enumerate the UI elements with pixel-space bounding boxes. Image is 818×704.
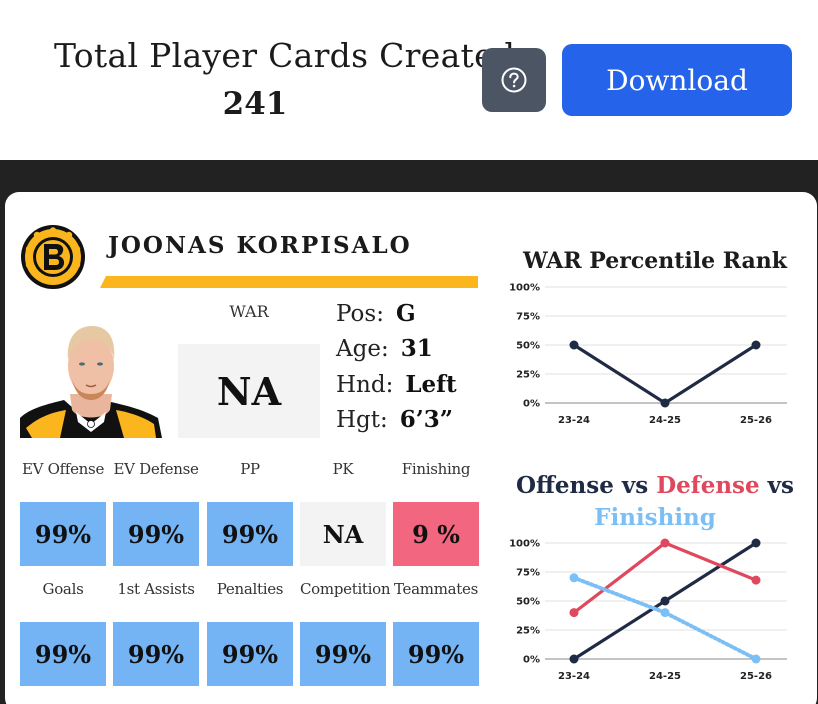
bio-value: 31	[400, 335, 433, 362]
bruins-logo-icon	[21, 225, 85, 289]
stat-label-first-assists: 1st Assists	[117, 580, 195, 598]
stat-value-first-assists: 99%	[113, 622, 199, 686]
stat-label-ev-offense: EV Offense	[21, 460, 105, 478]
data-point	[751, 654, 761, 664]
player-card: JOONAS KORPISALO WAR NA Pos: G Age: 31 Hnd…	[5, 192, 817, 704]
total-cards-label: Total Player Cards Created:	[54, 36, 527, 75]
bio-height: Hgt: 6’3”	[336, 406, 453, 433]
y-tick-label: 25%	[516, 626, 540, 637]
y-tick-label: 0%	[523, 655, 540, 666]
data-point	[751, 575, 761, 585]
bio-age: Age: 31	[336, 335, 433, 362]
x-tick-label: 25-26	[740, 671, 772, 682]
war-value: NA	[178, 344, 320, 438]
war-label: WAR	[229, 302, 269, 321]
download-button[interactable]: Download	[562, 44, 792, 116]
title-offense: Offense	[516, 472, 614, 499]
x-tick-label: 24-25	[649, 415, 681, 426]
bio-value: 6’3”	[399, 406, 454, 433]
help-button[interactable]	[482, 48, 546, 112]
stat-label-teammates: Teammates	[394, 580, 478, 598]
bio-handedness: Hnd: Left	[336, 371, 457, 398]
y-tick-label: 75%	[516, 312, 540, 323]
bio-value: Left	[405, 371, 457, 398]
data-point	[569, 340, 579, 350]
stat-label-competition: Competition	[300, 580, 391, 598]
stat-label-goals: Goals	[42, 580, 84, 598]
y-tick-label: 50%	[516, 341, 540, 352]
stat-value-ev-offense: 99%	[20, 502, 106, 566]
bio-key: Hnd:	[336, 372, 394, 398]
data-point	[569, 573, 579, 583]
total-cards-count: 241	[222, 86, 288, 122]
bio-position: Pos: G	[336, 300, 416, 327]
x-tick-label: 23-24	[558, 415, 590, 426]
offense-defense-finishing-chart: 0% 25% 50% 75% 100% 23-24 24-25 25-26	[509, 538, 787, 682]
header-bar: Total Player Cards Created: 241 Download	[0, 0, 818, 160]
title-vs-1: vs	[621, 472, 649, 499]
stat-value-teammates: 99%	[393, 622, 479, 686]
data-point	[751, 538, 761, 548]
bio-key: Pos:	[336, 301, 384, 327]
stat-value-pp: 99%	[207, 502, 293, 566]
stat-value-ev-defense: 99%	[113, 502, 199, 566]
data-point	[751, 340, 761, 350]
x-tick-label: 24-25	[649, 671, 681, 682]
war-chart-title: WAR Percentile Rank	[522, 248, 788, 274]
data-point	[569, 608, 579, 618]
stat-value-competition: 99%	[300, 622, 386, 686]
title-vs-2: vs	[767, 472, 794, 499]
y-tick-label: 100%	[509, 539, 540, 550]
title-finishing: Finishing	[594, 504, 716, 531]
player-headshot	[20, 326, 162, 438]
data-point	[660, 596, 670, 606]
y-tick-label: 75%	[516, 568, 540, 579]
stat-value-goals: 99%	[20, 622, 106, 686]
data-point	[660, 398, 670, 408]
stat-label-penalties: Penalties	[216, 580, 284, 598]
stat-label-pp: PP	[240, 460, 260, 478]
name-underline-bar	[100, 276, 478, 288]
player-name: JOONAS KORPISALO	[108, 232, 412, 259]
x-tick-label: 23-24	[558, 671, 590, 682]
x-tick-label: 25-26	[740, 415, 772, 426]
stat-label-ev-defense: EV Defense	[113, 460, 199, 478]
bio-key: Hgt:	[336, 407, 388, 433]
stat-value-finishing: 9 %	[393, 502, 479, 566]
y-tick-label: 100%	[509, 283, 540, 294]
y-tick-label: 0%	[523, 399, 540, 410]
stat-label-finishing: Finishing	[401, 460, 471, 478]
war-percentile-chart: 0% 25% 50% 75% 100% 23-24 24-25 25-26	[509, 283, 787, 426]
data-point	[660, 608, 670, 618]
bio-key: Age:	[336, 336, 389, 362]
question-circle-icon	[501, 67, 527, 93]
bio-value: G	[395, 300, 416, 327]
stat-value-pk: NA	[300, 502, 386, 566]
y-tick-label: 25%	[516, 370, 540, 381]
data-point	[569, 654, 579, 664]
stat-label-pk: PK	[332, 460, 354, 478]
comparison-chart-title: Offense vs Defense vs Finishing	[495, 470, 815, 534]
data-point	[660, 538, 670, 548]
title-defense: Defense	[656, 472, 760, 499]
stat-value-penalties: 99%	[207, 622, 293, 686]
y-tick-label: 50%	[516, 597, 540, 608]
